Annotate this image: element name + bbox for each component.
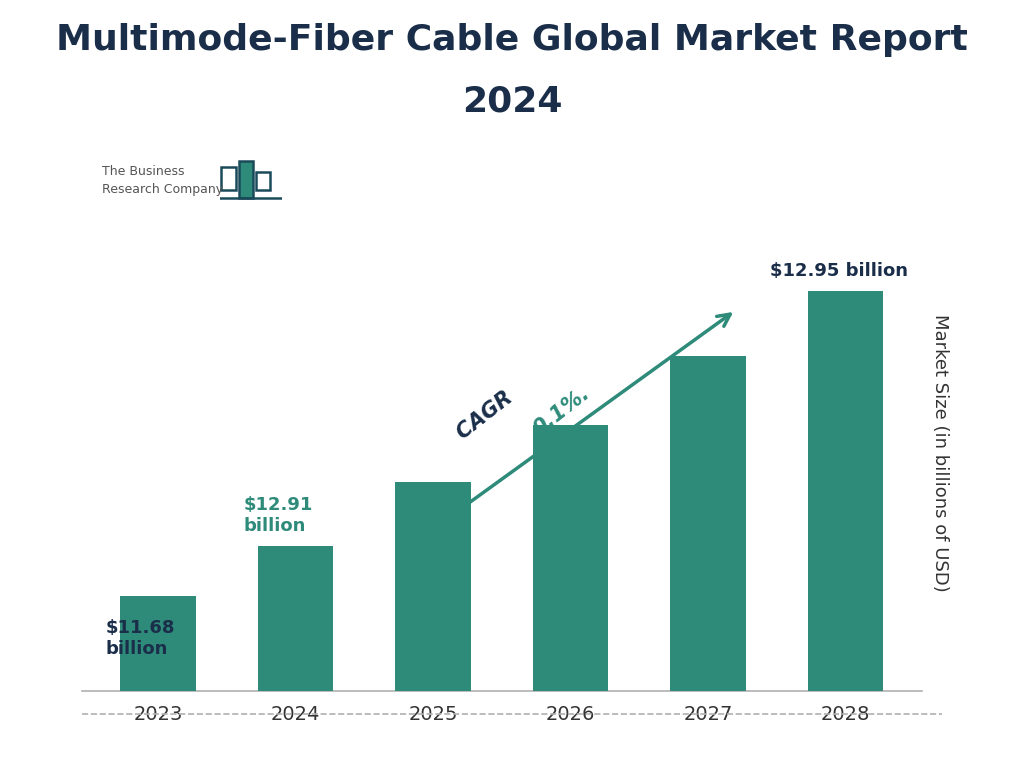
Text: The Business
Research Company: The Business Research Company <box>102 165 223 196</box>
Bar <box>671 356 745 691</box>
Text: Multimode-Fiber Cable Global Market Report: Multimode-Fiber Cable Global Market Repo… <box>56 23 968 57</box>
Text: $12.91
billion: $12.91 billion <box>243 496 312 535</box>
Bar <box>258 547 333 691</box>
FancyBboxPatch shape <box>239 161 253 198</box>
Text: 2024: 2024 <box>462 84 562 118</box>
Bar <box>532 425 608 691</box>
Text: CAGR: CAGR <box>454 383 522 443</box>
Bar <box>395 482 471 691</box>
Y-axis label: Market Size (in billions of USD): Market Size (in billions of USD) <box>932 314 949 592</box>
Bar <box>120 596 196 691</box>
Text: 0.1%.: 0.1%. <box>529 383 593 439</box>
Text: $12.95 billion: $12.95 billion <box>770 262 908 280</box>
Bar <box>808 291 884 691</box>
Text: $11.68
billion: $11.68 billion <box>105 620 175 658</box>
